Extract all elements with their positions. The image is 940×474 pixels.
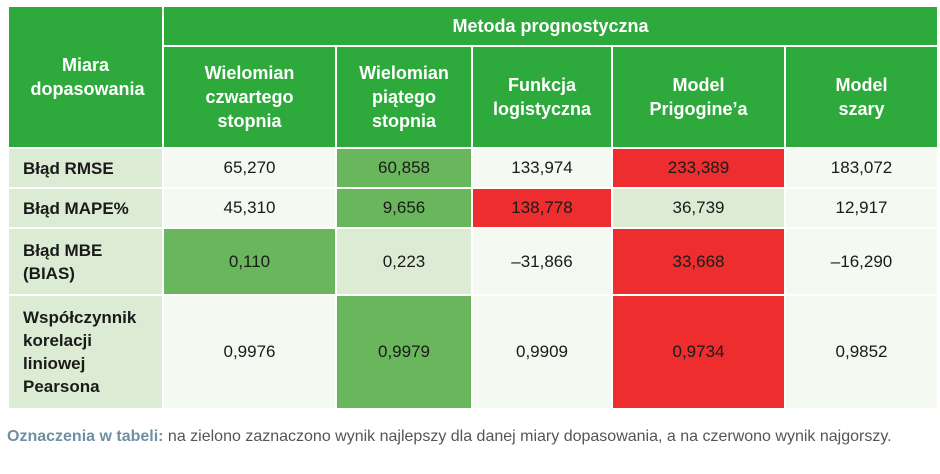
value-cell: 60,858 bbox=[335, 147, 473, 189]
column-header-label: Funkcja logistyczna bbox=[492, 75, 592, 119]
caption-lead: Oznaczenia w tabeli: bbox=[7, 428, 164, 445]
table-row: Błąd MAPE% 45,310 9,656 138,778 36,739 1… bbox=[7, 187, 940, 229]
value-cell: 12,917 bbox=[783, 187, 940, 229]
row-label: Współczynnik korelacji liniowej Pearsona bbox=[7, 294, 164, 410]
row-label-text: Współczynnik korelacji liniowej Pearsona bbox=[23, 308, 137, 396]
value-cell: 0,9909 bbox=[471, 294, 613, 410]
row-label: Błąd RMSE bbox=[7, 147, 164, 189]
table-legend-caption: Oznaczenia w tabeli: na zielono zaznaczo… bbox=[7, 426, 932, 447]
caption-text: na zielono zaznaczono wynik najlepszy dl… bbox=[163, 428, 892, 445]
corner-header-text: Miara dopasowania bbox=[30, 55, 145, 99]
row-label: Błąd MBE (BIAS) bbox=[7, 227, 164, 296]
column-header-label: Model Prigogine’a bbox=[649, 75, 748, 119]
value-cell: 138,778 bbox=[471, 187, 613, 229]
value-cell: 0,9734 bbox=[611, 294, 786, 410]
column-header: Model szary bbox=[783, 45, 940, 149]
column-header-label: Wielomian czwartego stopnia bbox=[204, 63, 295, 131]
value-cell: 133,974 bbox=[471, 147, 613, 189]
row-label: Błąd MAPE% bbox=[7, 187, 164, 229]
value-cell: 45,310 bbox=[162, 187, 337, 229]
group-header: Metoda prognostyczna bbox=[161, 5, 940, 47]
results-table: Miara dopasowania Metoda prognostyczna W… bbox=[7, 5, 940, 410]
column-header: Wielomian piątego stopnia bbox=[335, 45, 473, 149]
column-header: Model Prigogine’a bbox=[611, 45, 786, 149]
corner-header: Miara dopasowania bbox=[7, 5, 164, 149]
value-cell: 183,072 bbox=[783, 147, 940, 189]
value-cell: 0,223 bbox=[335, 227, 473, 296]
value-cell: 0,9852 bbox=[783, 294, 940, 410]
column-header-label: Wielomian piątego stopnia bbox=[359, 63, 449, 131]
value-cell: 0,9979 bbox=[335, 294, 473, 410]
column-header: Wielomian czwartego stopnia bbox=[162, 45, 337, 149]
value-cell: 9,656 bbox=[335, 187, 473, 229]
value-cell: 36,739 bbox=[611, 187, 786, 229]
value-cell: –16,290 bbox=[783, 227, 940, 296]
value-cell: 0,9976 bbox=[162, 294, 337, 410]
column-header: Funkcja logistyczna bbox=[471, 45, 613, 149]
column-header-label: Model szary bbox=[835, 75, 888, 119]
table-row: Błąd RMSE 65,270 60,858 133,974 233,389 … bbox=[7, 147, 940, 189]
value-cell: 33,668 bbox=[611, 227, 786, 296]
row-label-text: Błąd MBE (BIAS) bbox=[23, 240, 103, 283]
value-cell: –31,866 bbox=[471, 227, 613, 296]
value-cell: 65,270 bbox=[162, 147, 337, 189]
table-row: Współczynnik korelacji liniowej Pearsona… bbox=[7, 294, 940, 410]
value-cell: 233,389 bbox=[611, 147, 786, 189]
table-row: Błąd MBE (BIAS) 0,110 0,223 –31,866 33,6… bbox=[7, 227, 940, 296]
value-cell: 0,110 bbox=[162, 227, 337, 296]
